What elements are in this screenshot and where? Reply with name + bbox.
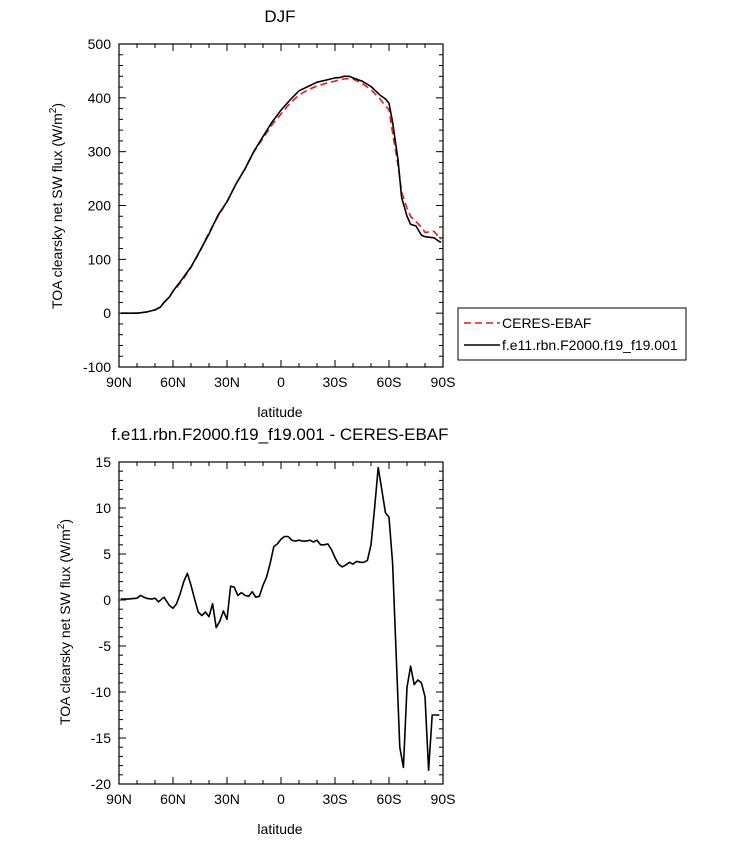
top-chart-title: DJF [264, 7, 295, 26]
bottom-y-tick-label: -15 [91, 730, 111, 746]
bottom-ticks: 90N 60N 30N 0 30S 60S 90S -20 -15 -10 -5 0 5 10 15 [91, 454, 456, 807]
bottom-series-lines [120, 466, 440, 772]
bottom-y-tick-label: 10 [95, 500, 111, 516]
top-x-tick-label: 0 [277, 374, 285, 390]
bottom-x-tick-label: 60S [377, 791, 402, 807]
top-x-tick-label: 30N [214, 374, 240, 390]
top-y-tick-label: -100 [83, 359, 111, 375]
bottom-x-tick-label: 30N [214, 791, 240, 807]
bottom-y-tick-label: 0 [103, 592, 111, 608]
legend-box [457, 307, 687, 361]
top-series-lines [120, 75, 442, 315]
top-y-tick-label: 500 [88, 36, 112, 52]
bottom-y-tick-label: -10 [91, 684, 111, 700]
top-x-axis-label: latitude [257, 404, 302, 420]
bottom-y-axis-label: TOA clearsky net SW flux (W/m2) [56, 519, 73, 725]
top-plot-frame [118, 43, 444, 368]
bottom-x-tick-label: 30S [323, 791, 348, 807]
bottom-y-tick-label: 5 [103, 546, 111, 562]
bottom-y-tick-label: 15 [95, 454, 111, 470]
top-x-tick-label: 90N [106, 374, 132, 390]
bottom-x-tick-label: 90N [106, 791, 132, 807]
top-series-line-1 [120, 75, 442, 315]
legend-label-ceres: CERES-EBAF [502, 315, 591, 331]
panel-top-chart: DJF 90N 60N 30N 0 30S 60S 90S -100 0 100 200 300 400… [48, 7, 687, 420]
top-x-tick-label: 30S [323, 374, 348, 390]
bottom-chart-title: f.e11.rbn.F2000.f19_f19.001 - CERES-EBAF [111, 425, 448, 444]
top-x-tick-label: 90S [431, 374, 456, 390]
top-x-tick-label: 60S [377, 374, 402, 390]
bottom-x-tick-label: 60N [160, 791, 186, 807]
legend-label-model: f.e11.rbn.F2000.f19_f19.001 [502, 337, 678, 353]
panel-bottom-chart: f.e11.rbn.F2000.f19_f19.001 - CERES-EBAF… [56, 425, 455, 837]
top-y-tick-label: 400 [88, 90, 112, 106]
top-y-axis-label: TOA clearsky net SW flux (W/m2) [48, 103, 65, 309]
bottom-y-tick-label: -5 [99, 638, 112, 654]
top-y-tick-label: 300 [88, 144, 112, 160]
bottom-x-tick-label: 0 [277, 791, 285, 807]
top-x-tick-label: 60N [160, 374, 186, 390]
top-y-tick-label: 100 [88, 251, 112, 267]
bottom-x-tick-label: 90S [431, 791, 456, 807]
top-series-line-0 [120, 77, 442, 315]
legend: CERES-EBAF f.e11.rbn.F2000.f19_f19.001 [457, 307, 687, 361]
top-plot-area [118, 43, 444, 368]
bottom-y-tick-label: -20 [91, 776, 111, 792]
bottom-x-axis-label: latitude [257, 821, 302, 837]
top-y-tick-label: 200 [88, 198, 112, 214]
top-ticks: 90N 60N 30N 0 30S 60S 90S -100 0 100 200 300 400 500 [83, 36, 455, 390]
top-y-tick-label: 0 [103, 305, 111, 321]
bottom-series-line-0 [120, 466, 440, 772]
